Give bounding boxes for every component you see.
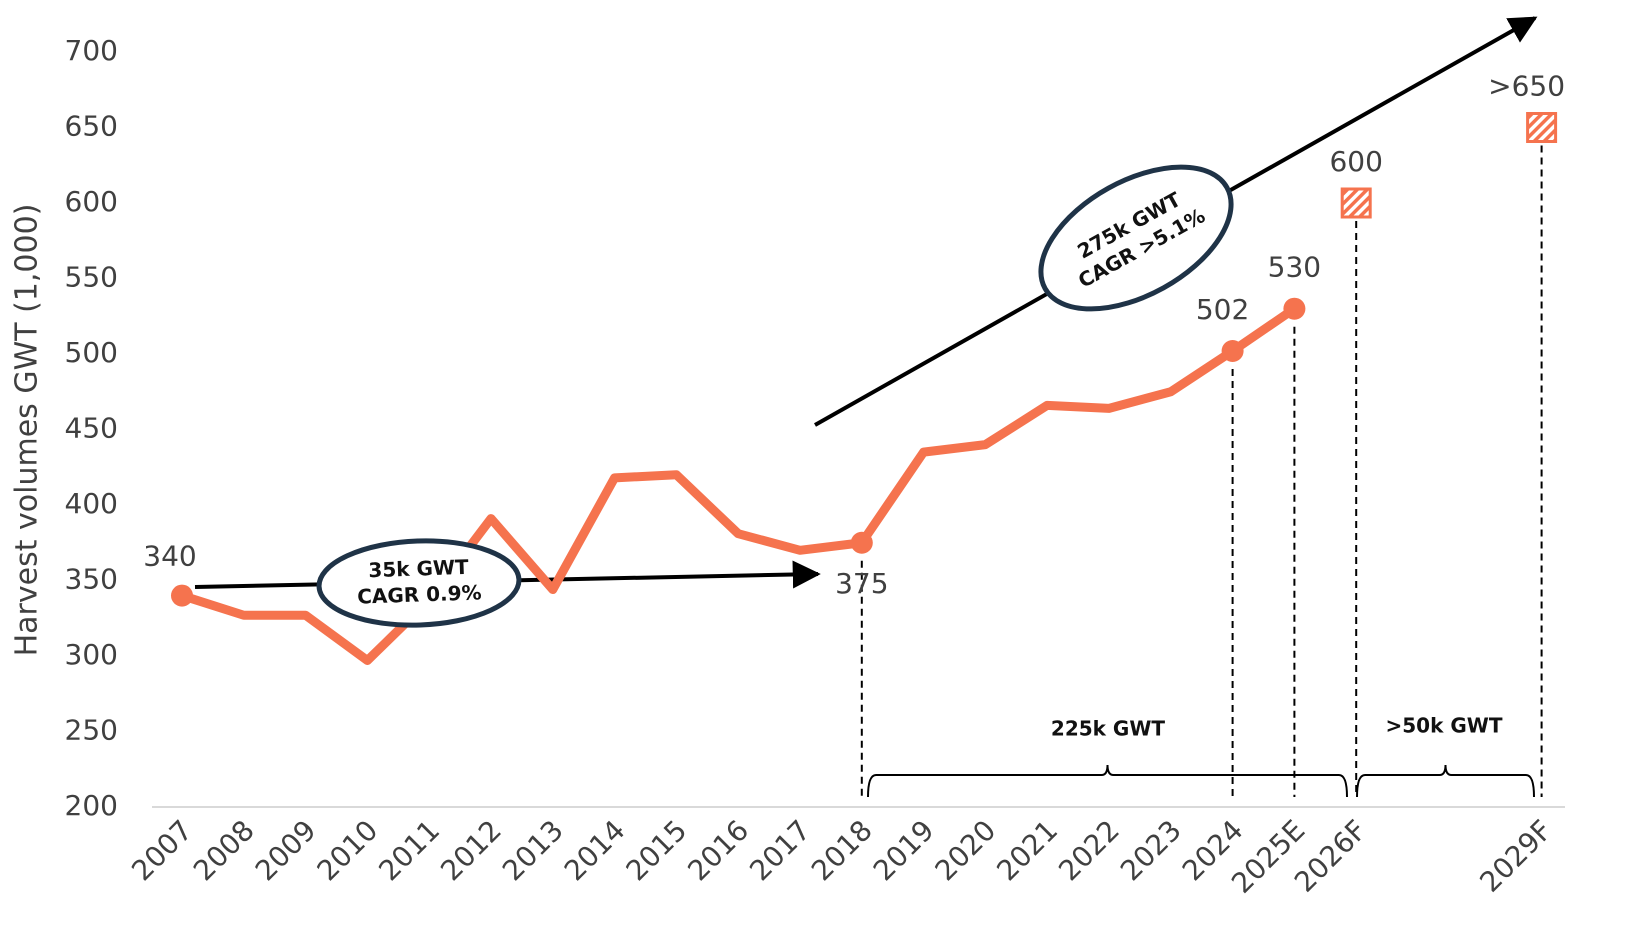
y-tick-label: 600 [65,185,118,218]
data-label: 340 [143,540,196,573]
y-tick-label: 250 [65,714,118,747]
annotation-text: 225k GWT [1051,717,1165,741]
x-tick-label: 2016 [681,814,755,888]
x-tick-label: 2010 [311,814,385,888]
x-tick-label: 2023 [1114,814,1188,888]
annotation-text: CAGR 0.9% [357,580,482,608]
data-line [180,304,1297,666]
data-point [1283,297,1306,320]
x-tick-label: 2015 [620,814,694,888]
annotation-ellipse [316,538,522,628]
x-tick-label: 2013 [496,814,570,888]
x-tick-label: 2020 [929,814,1003,888]
x-tick-label: 2019 [867,814,941,888]
y-tick-label: 650 [65,110,118,143]
annotation-ellipse [1038,164,1234,312]
y-tick-label: 450 [65,412,118,445]
x-tick-label: 2017 [743,814,817,888]
x-tick-label: 2022 [1052,814,1126,888]
bracket [867,764,1348,798]
y-tick-label: 500 [65,336,118,369]
bracket [1356,764,1535,798]
data-point [1221,339,1244,362]
data-label: 530 [1268,251,1321,284]
data-label: 502 [1196,293,1249,326]
y-tick-label: 200 [65,789,118,822]
forecast-marker [1526,112,1558,143]
x-tick-label: 2029F [1473,814,1558,899]
x-tick-label: 2007 [125,814,199,888]
forecast-marker [1340,187,1372,219]
annotation: >50k GWT [1386,714,1503,738]
data-label: >650 [1488,70,1565,103]
y-tick-label: 400 [65,487,118,520]
y-axis-label: Harvest volumes GWT (1,000) [10,204,45,657]
x-tick-label: 2008 [187,814,261,888]
data-label: 375 [835,567,888,600]
x-tick-label: 2018 [805,814,879,888]
annotation-text: 35k GWT [368,555,469,582]
y-tick-label: 350 [65,563,118,596]
x-tick-label: 2012 [434,814,508,888]
data-point [171,584,193,607]
y-tick-label: 700 [65,34,118,67]
x-tick-label: 2011 [372,814,446,888]
annotation: 225k GWT [1051,717,1165,741]
data-point [850,531,873,554]
x-tick-label: 2009 [249,814,323,888]
data-label: 600 [1329,145,1382,178]
annotation-text: >50k GWT [1386,714,1503,738]
x-tick-label: 2026F [1288,814,1373,899]
y-tick-label: 550 [65,261,118,294]
y-tick-label: 300 [65,638,118,671]
x-tick-label: 2021 [990,814,1064,888]
x-tick-label: 2014 [558,814,632,888]
